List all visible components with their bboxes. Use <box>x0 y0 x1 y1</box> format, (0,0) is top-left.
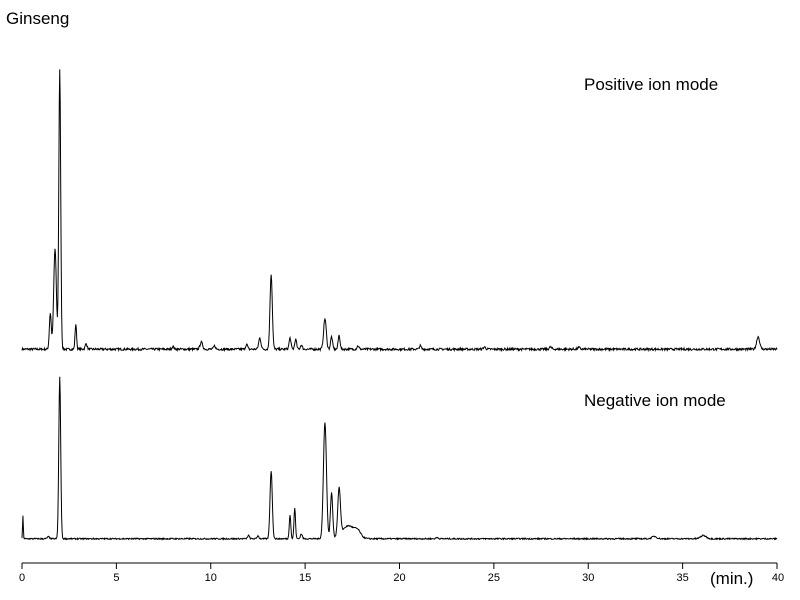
x-tick-label: 10 <box>205 572 217 584</box>
x-tick-label: 40 <box>772 572 784 584</box>
x-tick-label: 25 <box>488 572 500 584</box>
positive-ion-mode-label: Positive ion mode <box>584 75 718 94</box>
x-tick-label: 5 <box>113 572 119 584</box>
negative-ion-mode-label: Negative ion mode <box>584 391 726 410</box>
x-tick-label: 15 <box>299 572 311 584</box>
positive-ion-trace <box>21 69 778 353</box>
negative-ion-trace <box>21 376 778 541</box>
chart-title: Ginseng <box>6 9 69 28</box>
x-tick-label: 0 <box>19 572 25 584</box>
x-axis: 0 5 10 15 20 25 30 35 40 (min.) <box>19 562 784 588</box>
x-tick-label: 35 <box>677 572 689 584</box>
negative-ion-chromatogram: Negative ion mode <box>21 376 778 541</box>
positive-ion-chromatogram: Positive ion mode <box>21 69 778 353</box>
x-tick-label: 20 <box>393 572 405 584</box>
x-tick-label: 30 <box>582 572 594 584</box>
x-axis-label: (min.) <box>710 569 753 588</box>
